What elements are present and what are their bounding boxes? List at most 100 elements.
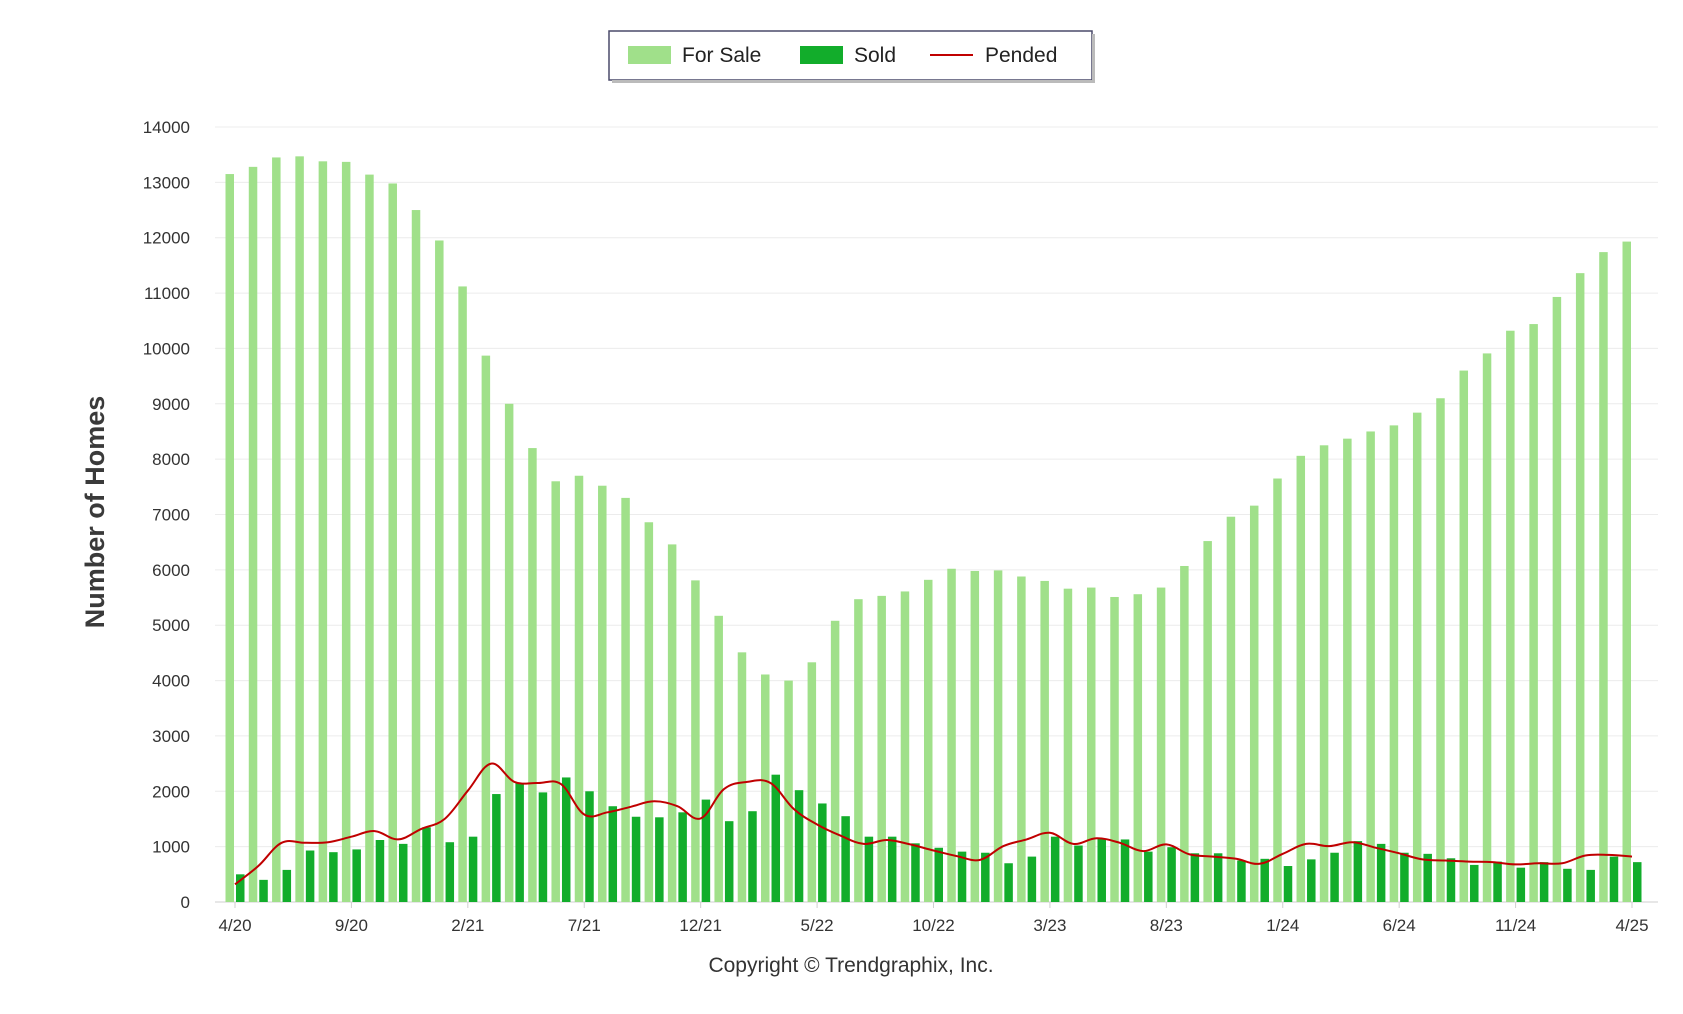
bar-sold <box>352 849 361 902</box>
x-tick-label: 6/24 <box>1383 916 1416 935</box>
bar-sold <box>957 851 967 902</box>
y-tick-label: 10000 <box>143 339 190 358</box>
bar-for-sale <box>644 522 654 902</box>
bar-sold <box>818 803 827 902</box>
y-tick-label: 12000 <box>143 229 190 248</box>
bar-sold <box>1213 853 1223 902</box>
bar-sold <box>1237 860 1246 902</box>
bar-for-sale <box>1086 587 1096 902</box>
bar-for-sale <box>1319 445 1329 902</box>
x-tick-label: 3/23 <box>1033 916 1066 935</box>
bar-sold <box>305 850 315 902</box>
bar-sold <box>1120 839 1130 902</box>
bar-for-sale <box>1599 252 1608 902</box>
y-tick-label: 9000 <box>152 395 190 414</box>
bar-sold <box>515 782 524 902</box>
bar-sold <box>1027 856 1037 902</box>
y-tick-label: 14000 <box>143 118 190 137</box>
y-tick-label: 5000 <box>152 616 190 635</box>
bar-for-sale <box>621 497 630 902</box>
bar-for-sale <box>737 652 747 902</box>
bar-for-sale <box>435 240 444 902</box>
y-axis-label: Number of Homes <box>80 396 110 629</box>
y-tick-label: 13000 <box>143 173 190 192</box>
bar-for-sale <box>1249 505 1259 902</box>
bar-for-sale <box>551 481 560 902</box>
bar-for-sale <box>272 157 281 903</box>
bar-for-sale <box>1622 241 1631 902</box>
bar-sold <box>1190 853 1200 902</box>
bar-for-sale <box>225 174 234 902</box>
bar-sold <box>1423 853 1432 902</box>
y-tick-label: 7000 <box>152 506 190 525</box>
bar-sold <box>1260 858 1269 902</box>
legend-swatch-sold <box>800 46 843 64</box>
bar-sold <box>655 817 664 902</box>
bar-for-sale <box>388 183 397 902</box>
bar-for-sale <box>1180 565 1189 902</box>
bar-sold <box>794 790 804 902</box>
legend-shadow <box>1092 34 1095 83</box>
bar-sold <box>468 836 478 902</box>
bar-for-sale <box>295 156 304 902</box>
bar-for-sale <box>411 210 421 903</box>
bar-sold <box>608 806 618 902</box>
bar-sold <box>1516 867 1526 902</box>
bar-for-sale <box>341 161 351 902</box>
bar-sold <box>1563 868 1572 902</box>
bar-for-sale <box>1366 431 1375 902</box>
bar-for-sale <box>248 166 258 902</box>
bar-for-sale <box>1436 398 1445 902</box>
bar-sold <box>631 816 641 902</box>
legend-shadow-bottom <box>612 80 1095 83</box>
bar-sold <box>1446 858 1456 902</box>
legend-label-sold: Sold <box>854 44 896 67</box>
x-tick-label: 7/21 <box>568 916 601 935</box>
legend-label-for-sale: For Sale <box>682 44 761 67</box>
bar-sold <box>911 843 920 902</box>
bar-sold <box>1307 859 1316 902</box>
bar-sold <box>724 821 734 902</box>
bar-sold <box>1633 862 1642 902</box>
legend: For Sale Sold Pended <box>608 30 1095 83</box>
bar-sold <box>864 836 874 902</box>
bar-for-sale <box>1552 296 1562 903</box>
bar-for-sale <box>854 599 863 902</box>
bar-for-sale <box>970 570 980 902</box>
bar-for-sale <box>830 620 840 902</box>
bar-sold <box>841 816 850 902</box>
bar-sold <box>981 852 990 902</box>
bar-for-sale <box>1063 588 1073 902</box>
x-tick-label: 4/25 <box>1615 916 1648 935</box>
y-tick-label: 8000 <box>152 450 190 469</box>
bar-sold <box>585 791 594 902</box>
copyright-text: Copyright © Trendgraphix, Inc. <box>708 954 993 977</box>
bar-for-sale <box>1017 576 1026 902</box>
bar-sold <box>236 874 245 902</box>
bar-sold <box>1330 852 1339 902</box>
x-tick-label: 9/20 <box>335 916 368 935</box>
y-tick-label: 4000 <box>152 672 190 691</box>
x-tick-labels: 4/20 9/20 2/21 7/21 12/21 5/22 10/22 3/23 8/23 1/… <box>218 902 1649 935</box>
x-tick-label: 4/20 <box>218 916 251 935</box>
bar-for-sale <box>481 355 491 902</box>
y-tick-label: 6000 <box>152 561 190 580</box>
bar-for-sale <box>714 615 723 902</box>
bar-sold <box>1609 856 1619 902</box>
bar-sold <box>375 840 385 902</box>
bar-sold <box>1493 861 1502 902</box>
bar-for-sale <box>1389 425 1399 902</box>
bar-sold <box>1074 845 1083 902</box>
bar-for-sale <box>1203 541 1212 902</box>
bar-for-sale <box>877 595 886 902</box>
bar-sold <box>329 852 338 902</box>
x-tick-label: 5/22 <box>801 916 834 935</box>
line-layer <box>234 762 1633 886</box>
bar-for-sale <box>504 403 514 902</box>
bar-for-sale <box>761 674 770 902</box>
bar-for-sale <box>1412 412 1422 902</box>
bar-sold <box>771 774 781 902</box>
bar-sold <box>701 799 711 902</box>
bar-sold <box>1144 851 1153 902</box>
bar-for-sale <box>1226 516 1236 902</box>
